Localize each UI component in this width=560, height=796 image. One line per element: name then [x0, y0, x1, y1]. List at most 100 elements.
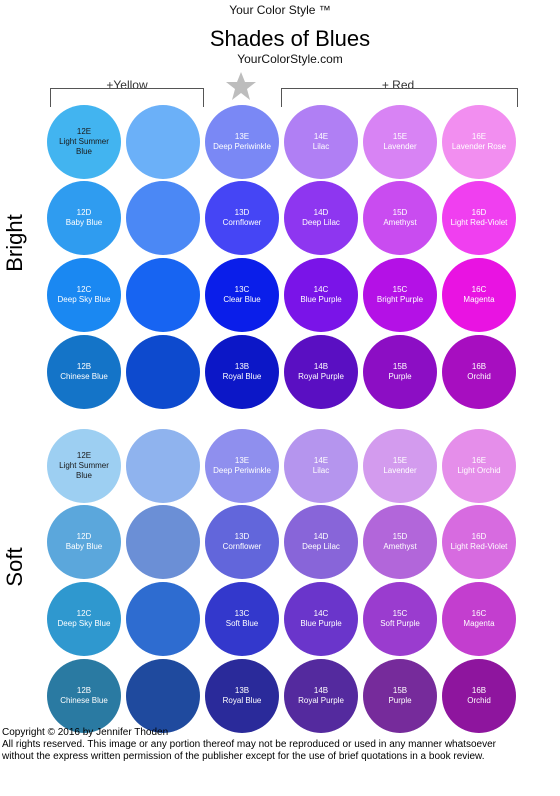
swatch-name: Lavender: [383, 466, 417, 475]
swatch-name: Lilac: [312, 466, 330, 475]
swatch-name: Deep Periwinkle: [213, 142, 271, 151]
swatch-code: 16E: [471, 132, 487, 141]
color-swatch: 16B Orchid: [442, 335, 516, 409]
swatch-name: Purple: [388, 372, 412, 381]
swatch-code: 15B: [392, 686, 408, 695]
swatch-name: Lavender Rose: [451, 142, 507, 151]
swatch-label: 15B Purple: [388, 362, 411, 382]
color-swatch: 13E Deep Periwinkle: [205, 429, 279, 503]
swatch-code: 16C: [471, 285, 487, 294]
color-swatch: 13B Royal Blue: [205, 659, 279, 733]
swatch-label: 14E Lilac: [313, 132, 329, 152]
swatch-name: Magenta: [463, 295, 495, 304]
swatch-label: 16D Light Red-Violet: [451, 208, 508, 228]
swatch-label: 16B Orchid: [467, 362, 491, 382]
swatch-code: 12C: [76, 609, 92, 618]
swatch-name: Soft Blue: [225, 619, 259, 628]
soft-section-label: Soft: [2, 547, 27, 587]
swatch-name: Royal Blue: [222, 696, 262, 705]
color-swatch: 13B Royal Blue: [205, 335, 279, 409]
swatch-label: 13D Cornflower: [223, 532, 262, 552]
color-swatch: 14C Blue Purple: [284, 258, 358, 332]
swatch-code: 14C: [313, 609, 329, 618]
swatch-code: 15B: [392, 362, 408, 371]
color-swatch: 16E Lavender Rose: [442, 105, 516, 179]
color-swatch: 13C Soft Blue: [205, 582, 279, 656]
swatch-code: 16B: [471, 686, 487, 695]
swatch-name: Lavender: [383, 142, 417, 151]
brand-title: Your Color Style ™: [229, 3, 331, 17]
swatch-label: 15E Lavender: [383, 456, 416, 476]
swatch-code: 15D: [392, 532, 408, 541]
color-swatch: 16D Light Red-Violet: [442, 505, 516, 579]
swatch-code: 15C: [392, 609, 408, 618]
color-swatch: [126, 335, 200, 409]
swatch-label: 13B Royal Blue: [223, 362, 262, 382]
swatch-name: Blue Purple: [300, 619, 342, 628]
color-swatch: 16D Light Red-Violet: [442, 181, 516, 255]
color-swatch: 14C Blue Purple: [284, 582, 358, 656]
swatch-code: 14D: [313, 532, 329, 541]
swatch-name: Light Summer Blue: [59, 461, 109, 480]
color-swatch: 12E Light Summer Blue: [47, 105, 121, 179]
swatch-label: 12E Light Summer Blue: [51, 127, 117, 157]
swatch-name: Lilac: [312, 142, 330, 151]
swatch-name: Orchid: [467, 372, 491, 381]
swatch-name: Amethyst: [383, 542, 417, 551]
swatch-name: Cornflower: [222, 542, 262, 551]
swatch-name: Deep Lilac: [302, 218, 340, 227]
swatch-label: 16C Magenta: [463, 285, 494, 305]
swatch-name: Baby Blue: [65, 218, 103, 227]
rights-line: All rights reserved. This image or any p…: [2, 739, 496, 750]
swatch-label: 13C Clear Blue: [223, 285, 260, 305]
swatch-label: 12B Chinese Blue: [60, 686, 108, 706]
swatch-label: 14C Blue Purple: [300, 285, 341, 305]
swatch-label: 15D Amethyst: [383, 532, 416, 552]
swatch-code: 13C: [234, 285, 250, 294]
swatch-name: Deep Lilac: [302, 542, 340, 551]
swatch-name: Deep Sky Blue: [57, 295, 111, 304]
swatch-label: 15B Purple: [388, 686, 411, 706]
color-swatch: [126, 659, 200, 733]
swatch-label: 15E Lavender: [383, 132, 416, 152]
color-swatch: 14E Lilac: [284, 105, 358, 179]
swatch-code: 15E: [392, 132, 408, 141]
swatch-name: Orchid: [467, 696, 491, 705]
color-swatch: 16B Orchid: [442, 659, 516, 733]
swatch-code: 14E: [313, 456, 329, 465]
swatch-label: 15C Bright Purple: [377, 285, 423, 305]
swatch-label: 12D Baby Blue: [66, 208, 102, 228]
permission-line: without the express written permission o…: [2, 751, 485, 762]
swatch-label: 16B Orchid: [467, 686, 491, 706]
swatch-name: Light Summer Blue: [59, 137, 109, 156]
swatch-label: 13C Soft Blue: [226, 609, 258, 629]
swatch-name: Deep Sky Blue: [57, 619, 111, 628]
star-icon: [225, 70, 257, 102]
swatch-code: 12B: [76, 686, 92, 695]
swatch-name: Light Red-Violet: [450, 542, 508, 551]
swatch-name: Light Orchid: [457, 466, 501, 475]
color-swatch: 14E Lilac: [284, 429, 358, 503]
swatch-code: 12B: [76, 362, 92, 371]
color-swatch: 15E Lavender: [363, 105, 437, 179]
swatch-name: Royal Blue: [222, 372, 262, 381]
swatch-code: 12C: [76, 285, 92, 294]
swatch-label: 14B Royal Purple: [298, 362, 344, 382]
color-swatch: 16C Magenta: [442, 582, 516, 656]
swatch-code: 15C: [392, 285, 408, 294]
swatch-label: 13B Royal Blue: [223, 686, 262, 706]
swatch-label: 14C Blue Purple: [300, 609, 341, 629]
color-swatch: 15B Purple: [363, 335, 437, 409]
color-swatch: 14B Royal Purple: [284, 335, 358, 409]
swatch-label: 13E Deep Periwinkle: [213, 456, 271, 476]
swatch-label: 16E Light Orchid: [457, 456, 500, 476]
swatch-name: Bright Purple: [376, 295, 424, 304]
color-swatch: 12D Baby Blue: [47, 181, 121, 255]
swatch-code: 12E: [76, 127, 92, 136]
color-swatch: 12B Chinese Blue: [47, 335, 121, 409]
color-swatch: 12C Deep Sky Blue: [47, 582, 121, 656]
swatch-code: 14B: [313, 686, 329, 695]
swatch-name: Clear Blue: [223, 295, 261, 304]
swatch-code: 13D: [234, 208, 250, 217]
swatch-name: Baby Blue: [65, 542, 103, 551]
